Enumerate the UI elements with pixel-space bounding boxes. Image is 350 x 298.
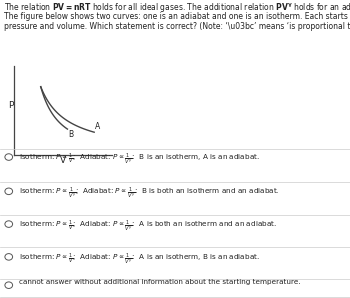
Text: The figure below shows two curves: one is an adiabat and one is an isotherm. Eac: The figure below shows two curves: one i… <box>4 12 350 21</box>
Text: The relation $\mathbf{PV = nRT}$ holds for all ideal gases. The additional relat: The relation $\mathbf{PV = nRT}$ holds f… <box>4 1 350 15</box>
Text: Isotherm: $P\propto\frac{1}{V}$;  Adiabat: $P\propto\frac{1}{V^{\gamma}}$:  A is: Isotherm: $P\propto\frac{1}{V}$; Adiabat… <box>19 251 260 266</box>
Y-axis label: P: P <box>8 101 14 110</box>
Text: B: B <box>68 130 74 139</box>
Text: A: A <box>95 122 100 131</box>
Text: Isotherm: $P\propto\frac{1}{V^{\gamma}}$;  Adiabat: $P\propto\frac{1}{V^{\gamma}: Isotherm: $P\propto\frac{1}{V^{\gamma}}$… <box>19 185 280 200</box>
Text: Isotherm: $P\propto\frac{1}{V}$;  Adiabat: $P\propto\frac{1}{V^{\gamma}}$:  B is: Isotherm: $P\propto\frac{1}{V}$; Adiabat… <box>19 151 260 166</box>
Text: Isotherm: $P\propto\frac{1}{V}$;  Adiabat: $P\propto\frac{1}{V^{\gamma}}$:  A is: Isotherm: $P\propto\frac{1}{V}$; Adiabat… <box>19 218 277 233</box>
X-axis label: V: V <box>60 156 66 165</box>
Text: pressure and volume. Which statement is correct? (Note: ‘\u03bc’ means ‘is propo: pressure and volume. Which statement is … <box>4 22 350 31</box>
Text: cannot answer without additional information about the starting temperature.: cannot answer without additional informa… <box>19 279 301 285</box>
